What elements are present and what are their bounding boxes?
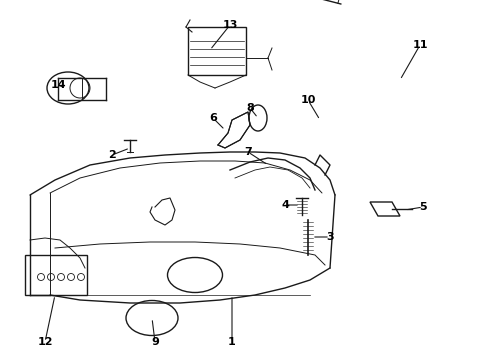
Text: 9: 9 <box>151 337 159 347</box>
Text: 12: 12 <box>37 337 53 347</box>
Text: 7: 7 <box>244 147 251 157</box>
Text: 10: 10 <box>300 95 315 105</box>
Text: 2: 2 <box>108 150 116 160</box>
Text: 13: 13 <box>222 20 237 30</box>
Text: 4: 4 <box>281 200 288 210</box>
Text: 11: 11 <box>411 40 427 50</box>
Text: 3: 3 <box>325 232 333 242</box>
Bar <box>187 27 245 75</box>
Bar <box>25 255 87 295</box>
Text: 8: 8 <box>245 103 253 113</box>
Text: 14: 14 <box>50 80 66 90</box>
Text: 5: 5 <box>418 202 426 212</box>
Bar <box>82 78 106 100</box>
Text: 6: 6 <box>209 113 217 123</box>
Text: 1: 1 <box>228 337 235 347</box>
